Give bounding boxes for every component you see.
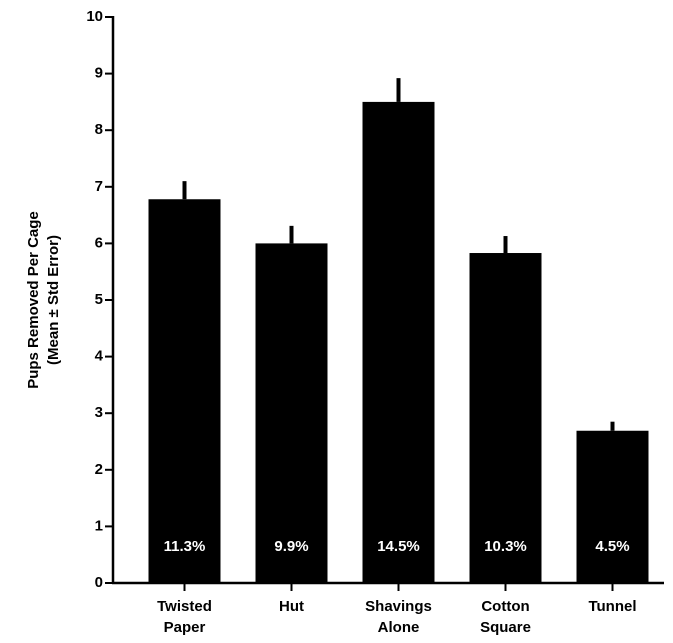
bar (576, 430, 649, 583)
x-tick-label: Hut (279, 598, 304, 615)
bar (255, 243, 328, 583)
y-tick-label: 4 (95, 348, 104, 365)
bar (362, 101, 435, 584)
x-tick-label: Square (480, 619, 531, 636)
y-tick-label: 9 (95, 65, 103, 82)
x-tick-label: Twisted (157, 598, 212, 615)
bar-label: 11.3% (164, 538, 206, 555)
y-axis-title-line: Pups Removed Per Cage (25, 211, 42, 389)
bar (469, 253, 542, 583)
y-tick-label: 1 (95, 517, 103, 534)
y-tick-label: 8 (95, 121, 103, 138)
x-tick-label: Paper (164, 619, 206, 636)
x-tick-label: Tunnel (588, 598, 636, 615)
x-tick-label: Cotton (481, 598, 529, 615)
x-tick-label: Alone (378, 619, 420, 636)
y-axis-title-line: (Mean ± Std Error) (45, 235, 62, 365)
y-tick-label: 0 (95, 574, 103, 591)
y-tick-label: 2 (95, 461, 103, 478)
y-tick-label: 5 (95, 291, 103, 308)
y-tick-label: 7 (95, 178, 103, 195)
y-tick-label: 6 (95, 234, 103, 251)
bar-label: 4.5% (595, 538, 629, 555)
bar (148, 199, 221, 583)
bar-label: 14.5% (377, 538, 420, 555)
bar-label: 10.3% (484, 538, 527, 555)
y-tick-label: 3 (95, 404, 103, 421)
y-axis-title: Pups Removed Per Cage (Mean ± Std Error) (25, 211, 62, 389)
bar-label: 9.9% (274, 538, 308, 555)
y-tick-label: 10 (86, 8, 103, 25)
x-tick-label: Shavings (365, 598, 432, 615)
